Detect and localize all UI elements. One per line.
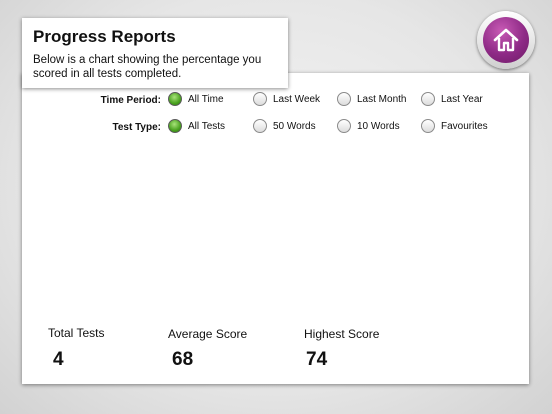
radio-icon bbox=[253, 92, 267, 106]
average-score-value: 68 bbox=[172, 349, 194, 370]
home-button[interactable] bbox=[477, 11, 535, 69]
radio-icon bbox=[253, 119, 267, 133]
radio-icon bbox=[421, 92, 435, 106]
radio-icon bbox=[337, 119, 351, 133]
highest-score-value: 74 bbox=[306, 349, 328, 370]
highest-score-label: Highest Score bbox=[304, 327, 380, 341]
radio-time-month[interactable]: Last Month bbox=[337, 92, 406, 106]
radio-type-50[interactable]: 50 Words bbox=[253, 119, 316, 133]
total-tests-value: 4 bbox=[53, 349, 64, 370]
radio-icon bbox=[337, 92, 351, 106]
page-subtitle: Below is a chart showing the percentage … bbox=[33, 54, 262, 80]
radio-type-fav[interactable]: Favourites bbox=[421, 119, 488, 133]
radio-time-year[interactable]: Last Year bbox=[421, 92, 483, 106]
header-card: Progress Reports Below is a chart showin… bbox=[22, 18, 288, 88]
radio-icon bbox=[421, 119, 435, 133]
radio-type-10[interactable]: 10 Words bbox=[337, 119, 400, 133]
time-period-label: Time Period: bbox=[100, 95, 161, 106]
average-score-label: Average Score bbox=[168, 327, 248, 341]
radio-icon bbox=[168, 119, 182, 133]
report-panel: Time Period: All Time Last Week Last Mon… bbox=[22, 73, 529, 384]
radio-icon bbox=[168, 92, 182, 106]
test-type-label: Test Type: bbox=[112, 122, 161, 133]
radio-time-week[interactable]: Last Week bbox=[253, 92, 320, 106]
page-title: Progress Reports bbox=[33, 27, 176, 46]
total-tests-label: Total Tests bbox=[48, 326, 105, 340]
radio-type-all[interactable]: All Tests bbox=[168, 119, 225, 133]
radio-time-all[interactable]: All Time bbox=[168, 92, 224, 106]
home-icon bbox=[483, 17, 529, 63]
